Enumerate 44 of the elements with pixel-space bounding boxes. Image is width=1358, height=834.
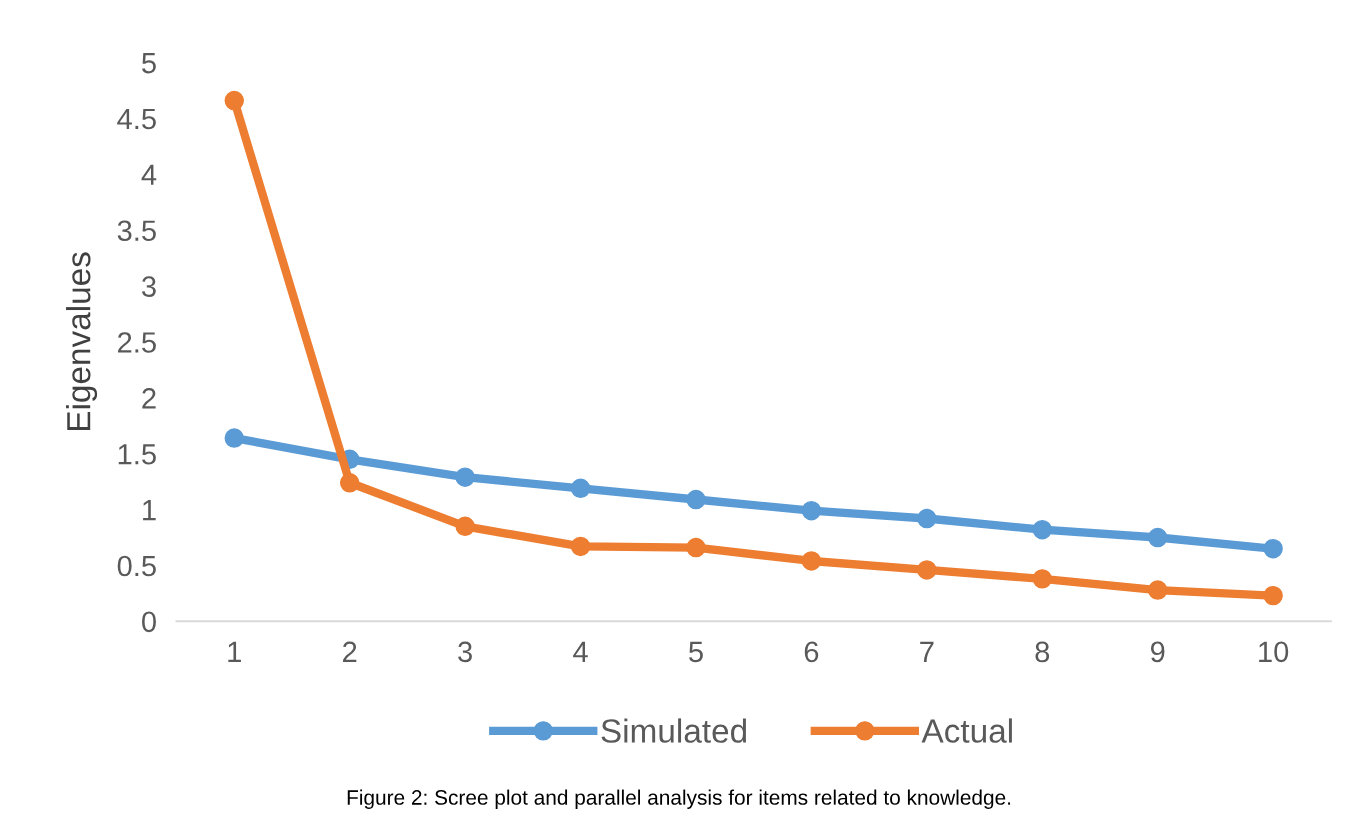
point (455, 516, 475, 537)
point (1147, 580, 1168, 600)
point (917, 560, 937, 580)
point (570, 478, 591, 499)
point (339, 473, 360, 493)
point (686, 537, 706, 558)
x-tick-label: 6 (804, 641, 819, 663)
x-tick-label: 7 (920, 641, 934, 662)
point (570, 536, 591, 557)
point (455, 467, 475, 487)
y-tick-label: 5 (142, 53, 156, 74)
legend-label: Simulated (601, 718, 747, 743)
legend-label: Actual (921, 718, 1012, 743)
point (224, 90, 244, 111)
point (1032, 519, 1052, 540)
y-tick-label: 1 (143, 500, 156, 521)
point (1263, 538, 1283, 559)
point (1147, 527, 1168, 548)
point (686, 489, 706, 510)
y-axis-title: Eigenvalues (66, 252, 98, 431)
x-tick-label: 10 (1259, 641, 1289, 663)
x-tick-label: 1 (228, 641, 241, 662)
y-tick-label: 0 (142, 611, 156, 633)
x-tick-label: 9 (1150, 641, 1165, 663)
y-tick-label: 4 (141, 164, 157, 185)
point (801, 551, 822, 571)
x-tick-label: 8 (1035, 641, 1050, 663)
y-tick-label: 0.5 (117, 555, 156, 577)
y-tick-label: 1.5 (118, 444, 156, 465)
x-tick-label: 5 (689, 641, 703, 663)
point (801, 500, 822, 521)
point (1263, 585, 1283, 606)
x-tick-label: 4 (573, 641, 588, 662)
y-tick-label: 2.5 (118, 332, 156, 353)
point (1032, 569, 1052, 589)
caption: Figure 2: Scree plot and parallel analysis for items related to knowledge. (347, 789, 1011, 809)
x-tick-label: 3 (458, 641, 472, 663)
point (224, 428, 244, 448)
y-tick-label: 2 (142, 388, 156, 409)
x-tick-label: 2 (343, 641, 357, 662)
y-tick-label: 4.5 (117, 108, 156, 130)
y-tick-label: 3.5 (117, 220, 156, 242)
point (917, 508, 937, 529)
y-tick-label: 3 (141, 276, 156, 297)
